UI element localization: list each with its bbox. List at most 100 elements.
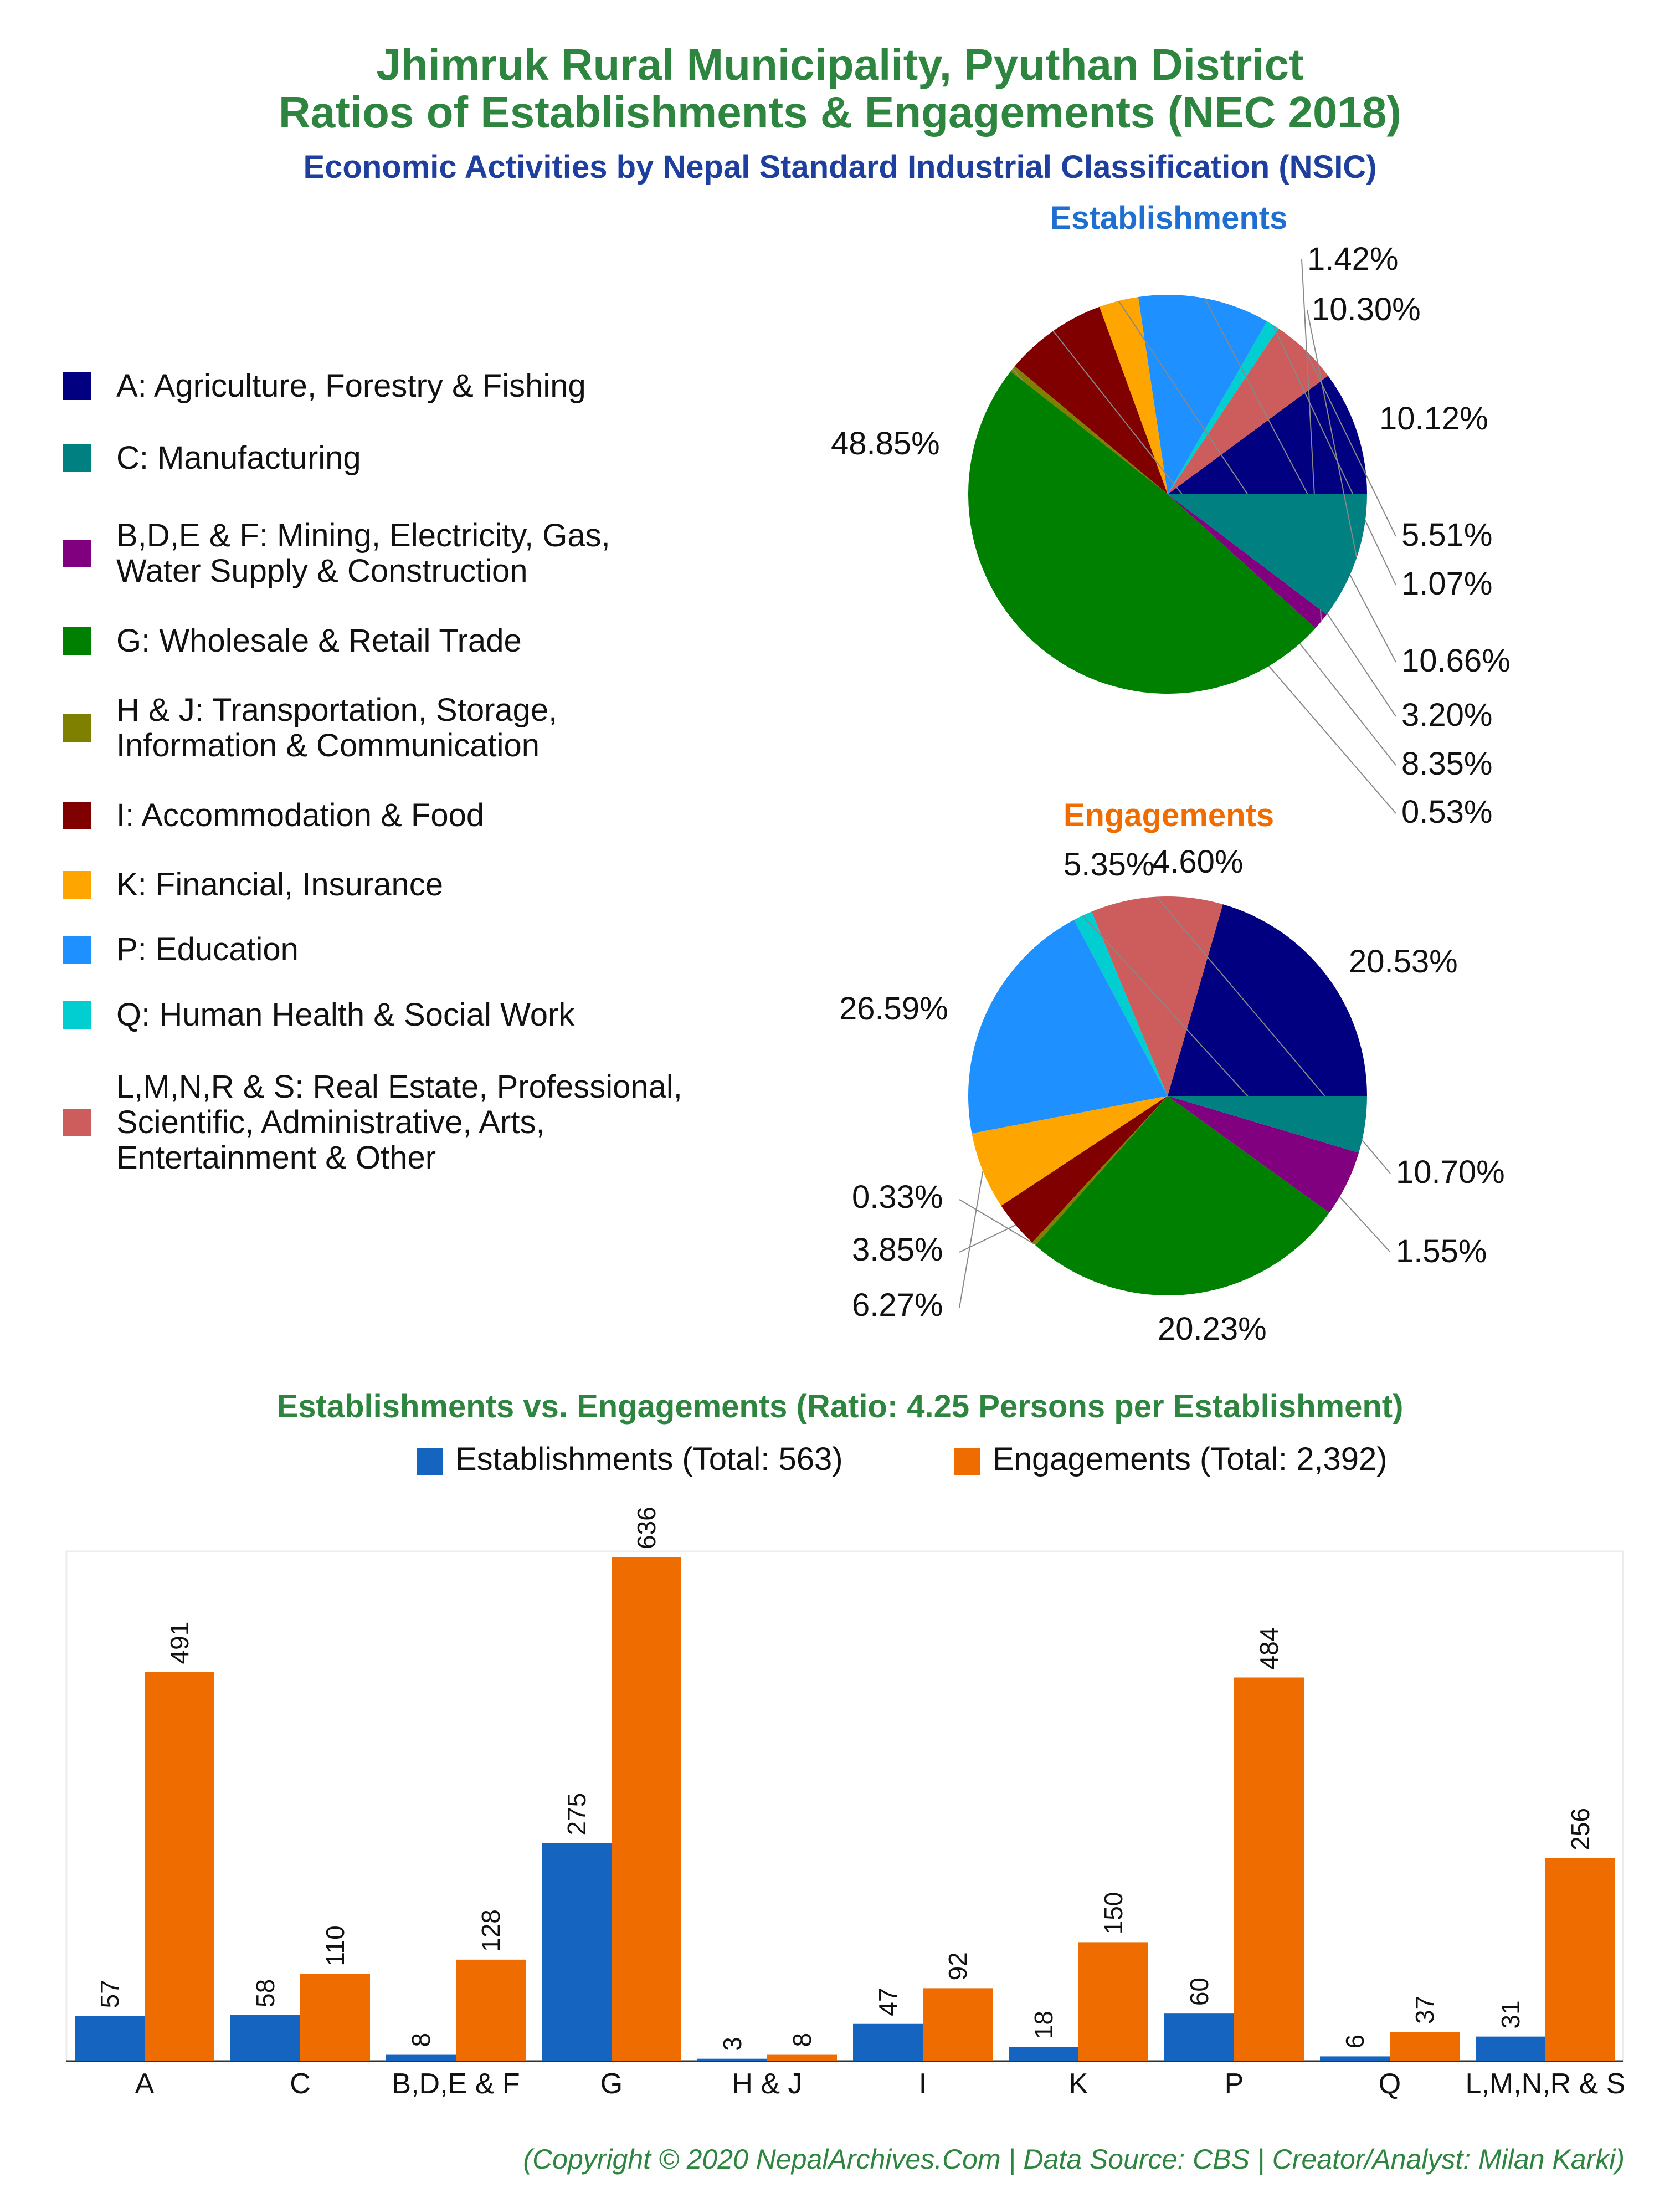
bar-value-label: 3: [718, 2037, 747, 2051]
pie-slice: [1138, 295, 1267, 494]
bar-engagements: [767, 2054, 837, 2061]
bar-value-label: 128: [476, 1909, 505, 1952]
bar-establishments: [1476, 2036, 1545, 2061]
legend-label: C: Manufacturing: [116, 440, 361, 476]
pie-slice-label: 26.59%: [839, 991, 948, 1027]
pie-slice: [968, 920, 1168, 1134]
leader-line: [959, 1171, 984, 1308]
bar-value-label: 58: [251, 1979, 280, 2007]
chart-title-line1: Jhimruk Rural Municipality, Pyuthan Dist…: [376, 40, 1304, 89]
x-tick-label: B,D,E & F: [392, 2068, 520, 2100]
pie-slice: [1099, 296, 1168, 494]
pie-0: 10.12% 5.51% 1.07% 10.66% 3.20% 8.35% 0.53% 48.…: [831, 241, 1511, 830]
pie-slice: [1014, 306, 1168, 494]
pie-slice-label: 3.20%: [1401, 697, 1492, 733]
legend-swatch-engagements: [954, 1448, 980, 1475]
pie-charts: 10.12% 5.51% 1.07% 10.66% 3.20% 8.35% 0.53% 48.…: [831, 241, 1511, 1347]
bar-engagements: [923, 1988, 993, 2061]
bar-engagements: [456, 1959, 526, 2061]
legend-swatch: [63, 714, 91, 742]
bar-establishments: [1009, 2047, 1078, 2061]
legend-swatch-establishments: [417, 1448, 443, 1475]
leader-line: [1204, 298, 1396, 663]
bar-establishments: [697, 2058, 767, 2061]
pie-slice-label: 10.70%: [1396, 1154, 1505, 1190]
pie-slice: [972, 1096, 1168, 1206]
pie-slice: [968, 371, 1316, 694]
bar-establishments: [542, 1843, 612, 2061]
pie-slice: [1073, 911, 1168, 1096]
legend-label: L,M,N,R & S: Real Estate, Professional, …: [116, 1069, 682, 1176]
legend-label: P: Education: [116, 931, 299, 967]
bar-value-label: 491: [165, 1622, 194, 1664]
legend-swatch: [63, 627, 91, 655]
legend-swatch: [63, 871, 91, 899]
leader-line: [1304, 350, 1396, 537]
x-tick-label: G: [600, 2068, 623, 2100]
legend-label: Q: Human Health & Social Work: [116, 997, 575, 1033]
pie-slice-label: 3.85%: [852, 1232, 943, 1268]
chart-title-line2: Ratios of Establishments & Engagements (…: [278, 88, 1402, 137]
pie-slice: [1168, 494, 1327, 628]
pie-slice: [1168, 494, 1367, 615]
legend-label: I: Accommodation & Food: [116, 797, 485, 833]
bar-value-label: 60: [1185, 1977, 1214, 2006]
bar-establishments: [853, 2023, 923, 2061]
legend-label: A: Agriculture, Forestry & Fishing: [116, 368, 586, 404]
pie-slice: [1168, 376, 1367, 494]
pie-slice-label: 1.55%: [1396, 1233, 1487, 1269]
pie-slice-label: 1.42%: [1307, 241, 1398, 277]
pie-slice: [1168, 1096, 1359, 1213]
pie-slice: [1168, 328, 1328, 494]
pie-slice-label: 10.30%: [1312, 291, 1421, 327]
legend-label-establishments: Establishments (Total: 563): [455, 1441, 843, 1477]
bar-value-label: 256: [1566, 1808, 1595, 1851]
bar-establishments: [386, 2054, 456, 2061]
bar-establishments: [230, 2015, 300, 2061]
pie-slice-label: 5.51%: [1401, 517, 1492, 553]
bar-establishments: [75, 2016, 145, 2061]
legend-swatch: [63, 802, 91, 829]
legend-label: K: Financial, Insurance: [116, 867, 443, 903]
x-tick-label: K: [1069, 2068, 1088, 2100]
legend-label: B,D,E & F: Mining, Electricity, Gas, Wat…: [116, 517, 610, 589]
bar-engagements: [1078, 1942, 1148, 2061]
bar-engagements: [1390, 2032, 1460, 2061]
pie-slice-label: 5.35%: [1064, 847, 1154, 883]
pie-slice-label: 10.12%: [1379, 401, 1488, 437]
legend-label: H & J: Transportation, Storage, Informat…: [116, 692, 558, 764]
bar-value-label: 6: [1340, 2035, 1369, 2049]
pie-slice: [1168, 321, 1278, 494]
legend-swatch: [63, 444, 91, 472]
leader-line: [1307, 310, 1358, 558]
bar-value-label: 47: [874, 1988, 902, 2016]
pie-slice-label: 8.35%: [1401, 746, 1492, 782]
pie-slice-label: 10.66%: [1401, 643, 1511, 679]
bar-establishments: [1320, 2056, 1390, 2061]
bar-engagements: [1545, 1858, 1615, 2061]
pie-slice: [1010, 366, 1168, 494]
leader-line: [959, 1199, 1034, 1244]
legend-swatch: [63, 1109, 91, 1136]
x-tick-label: C: [290, 2068, 311, 2100]
bar-value-label: 31: [1496, 2000, 1525, 2028]
bar-legend-establishments: Establishments (Total: 563): [417, 1441, 843, 1478]
x-tick-label: H & J: [732, 2068, 802, 2100]
legend-label: G: Wholesale & Retail Trade: [116, 623, 522, 659]
leader-line: [959, 1224, 1016, 1253]
bar-engagements: [300, 1974, 370, 2061]
pie-slice-label: 0.33%: [852, 1179, 943, 1215]
engagements-pie-title: Engagements: [1063, 797, 1275, 833]
pie-slice-label: 6.27%: [852, 1287, 943, 1323]
legend-swatch: [63, 1001, 91, 1029]
bar-engagements: [145, 1672, 214, 2061]
pie-slice-label: 0.53%: [1401, 794, 1492, 830]
bar-value-label: 57: [95, 1980, 124, 2008]
pie-slice: [1032, 1096, 1168, 1246]
category-legend: A: Agriculture, Forestry & Fishing C: Man…: [0, 0, 831, 1219]
pie-slice: [1001, 1096, 1168, 1243]
bar-value-label: 92: [943, 1952, 972, 1980]
bar-engagements: [1234, 1677, 1304, 2061]
x-tick-label: Q: [1379, 2068, 1401, 2100]
x-tick-label: L,M,N,R & S: [1466, 2068, 1626, 2100]
